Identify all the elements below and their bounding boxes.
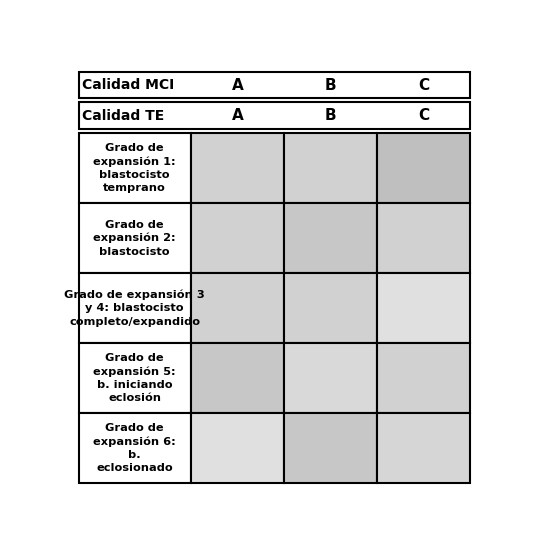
Text: Grado de expansión 3
y 4: blastocisto
completo/expandido: Grado de expansión 3 y 4: blastocisto co… [64,290,205,327]
Bar [191,413,284,483]
Bar [191,203,284,273]
Bar [377,203,470,273]
Bar [191,343,284,413]
Bar [191,273,284,343]
Bar [79,203,191,273]
Bar [377,413,470,483]
Text: C: C [418,108,429,123]
Text: B: B [325,78,336,93]
Bar [377,133,470,203]
Bar [377,343,470,413]
Text: Grado de
expansión 2:
blastocisto: Grado de expansión 2: blastocisto [94,219,176,257]
Text: Grado de
expansión 5:
b. iniciando
eclosión: Grado de expansión 5: b. iniciando eclos… [94,353,176,403]
Bar [79,273,191,343]
Bar [284,203,377,273]
Text: B: B [325,108,336,123]
Bar [79,343,191,413]
Bar [79,102,470,129]
Bar [284,343,377,413]
Bar [79,413,191,483]
Text: Calidad TE: Calidad TE [82,109,164,123]
Text: A: A [232,78,243,93]
Text: A: A [232,108,243,123]
Bar [79,133,191,203]
Bar [284,133,377,203]
Text: C: C [418,78,429,93]
Text: Calidad MCI: Calidad MCI [82,78,174,92]
Bar [79,72,470,98]
Bar [284,273,377,343]
Bar [284,413,377,483]
Bar [377,273,470,343]
Text: Grado de
expansión 6:
b.
eclosionado: Grado de expansión 6: b. eclosionado [93,423,176,474]
Text: Grado de
expansión 1:
blastocisto
temprano: Grado de expansión 1: blastocisto tempra… [94,143,176,193]
Bar [191,133,284,203]
